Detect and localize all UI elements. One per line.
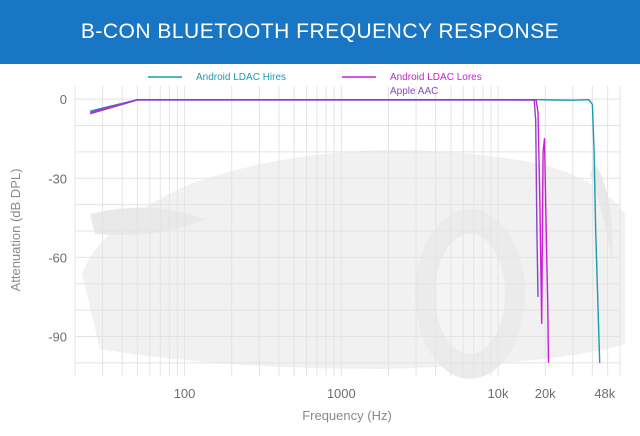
legend-label-3: Apple AAC: [390, 86, 438, 97]
y-axis-title: Attenuation (dB DPL): [8, 169, 23, 292]
x-tick-label: 10k: [488, 386, 509, 401]
title-banner: [0, 0, 640, 64]
x-tick-label: 48k: [594, 386, 615, 401]
legend: Android LDAC Hires Android LDAC Lores Appl…: [148, 72, 482, 97]
y-tick-label: 0: [60, 92, 67, 107]
legend-label-2: Android LDAC Lores: [390, 72, 482, 83]
x-axis-ticks: 100 1000 10k 20k 48k: [174, 386, 616, 401]
x-tick-label: 100: [174, 386, 196, 401]
x-axis-title: Frequency (Hz): [302, 408, 392, 423]
y-tick-label: -30: [48, 171, 67, 186]
series-layer: [90, 99, 601, 363]
y-axis-ticks: 0 -30 -60 -90: [48, 92, 67, 344]
series-line-3: [90, 99, 539, 297]
y-tick-label: -90: [48, 329, 67, 344]
chart-area: 100 1000 10k 20k 48k 0 -30 -60 -90 Android LDAC…: [8, 72, 625, 423]
legend-label-1: Android LDAC Hires: [196, 72, 286, 83]
y-tick-label: -60: [48, 250, 67, 265]
x-tick-label: 20k: [535, 386, 556, 401]
chart-title: B-CON BLUETOOTH FREQUENCY RESPONSE: [80, 20, 560, 43]
background-car-artwork: [82, 150, 625, 379]
x-tick-label: 1000: [327, 386, 356, 401]
